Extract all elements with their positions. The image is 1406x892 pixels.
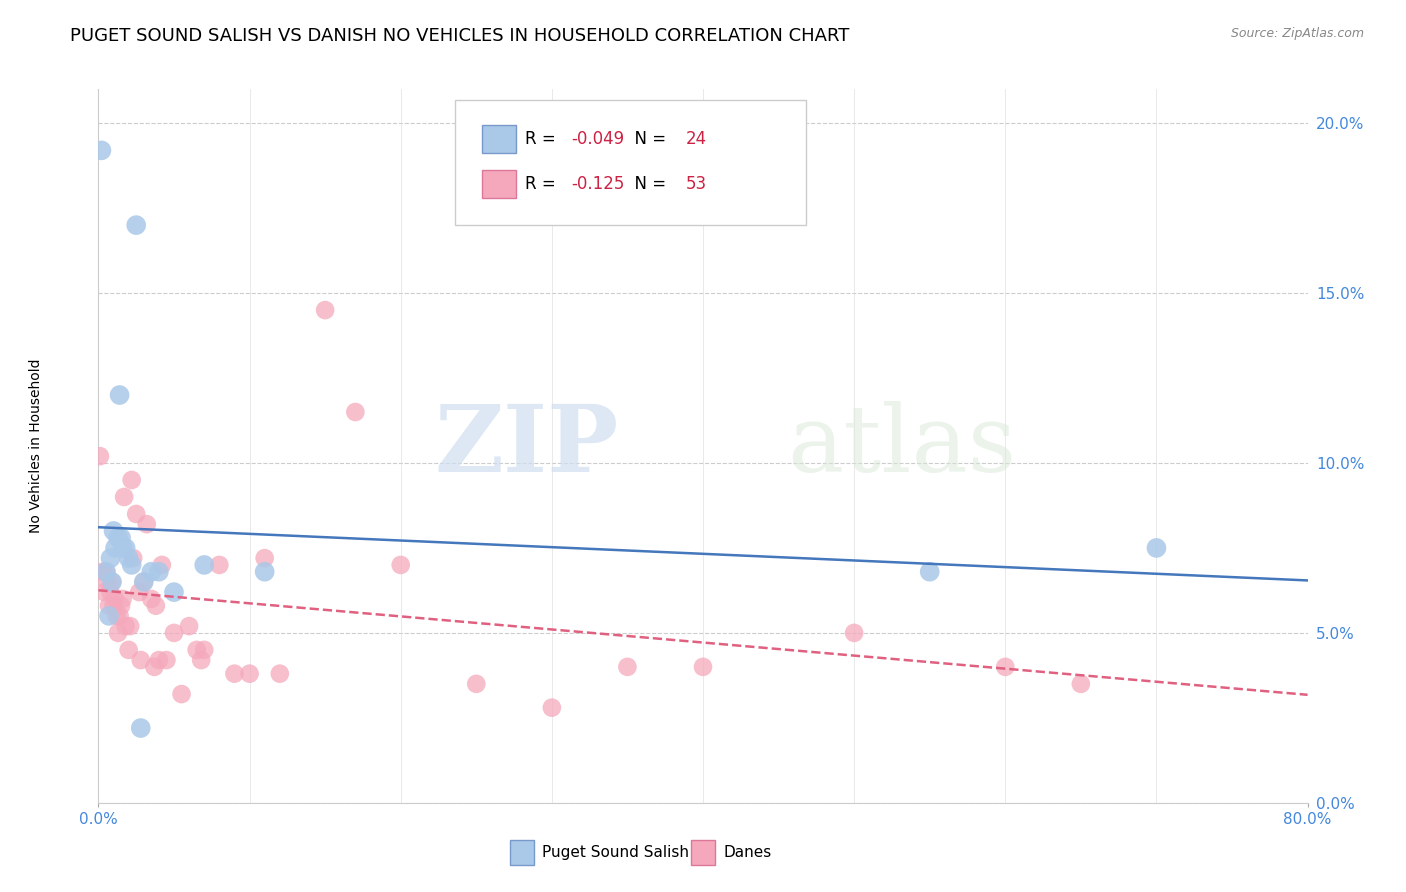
Point bbox=[111, 541, 134, 555]
Point bbox=[103, 524, 125, 538]
Point bbox=[100, 585, 122, 599]
Point bbox=[150, 558, 173, 572]
Text: Danes: Danes bbox=[724, 846, 772, 860]
Point bbox=[190, 653, 212, 667]
Point bbox=[208, 558, 231, 572]
Point bbox=[132, 574, 155, 589]
Point bbox=[105, 608, 128, 623]
Point bbox=[540, 700, 562, 714]
Point bbox=[94, 565, 117, 579]
Point bbox=[121, 473, 143, 487]
Point bbox=[125, 507, 148, 521]
Point bbox=[112, 490, 135, 504]
Point bbox=[98, 599, 121, 613]
Text: 24: 24 bbox=[686, 130, 707, 148]
Point bbox=[93, 585, 115, 599]
Point bbox=[170, 687, 193, 701]
Text: PUGET SOUND SALISH VS DANISH NO VEHICLES IN HOUSEHOLD CORRELATION CHART: PUGET SOUND SALISH VS DANISH NO VEHICLES… bbox=[70, 27, 849, 45]
Text: -0.125: -0.125 bbox=[571, 175, 624, 193]
Point bbox=[135, 517, 157, 532]
FancyBboxPatch shape bbox=[482, 169, 516, 198]
Point bbox=[89, 449, 111, 463]
Text: atlas: atlas bbox=[787, 401, 1017, 491]
Text: -0.049: -0.049 bbox=[571, 130, 624, 148]
Point bbox=[253, 565, 276, 579]
Point bbox=[1146, 541, 1168, 555]
Point bbox=[465, 677, 488, 691]
Point bbox=[110, 531, 132, 545]
Text: ZIP: ZIP bbox=[434, 401, 619, 491]
Point bbox=[101, 574, 124, 589]
Point bbox=[96, 574, 118, 589]
Point bbox=[844, 626, 866, 640]
Point bbox=[918, 565, 941, 579]
Point bbox=[253, 551, 276, 566]
Point bbox=[104, 591, 127, 606]
Text: R =: R = bbox=[526, 175, 561, 193]
Point bbox=[155, 653, 177, 667]
Point bbox=[104, 541, 127, 555]
Point bbox=[90, 144, 112, 158]
Point bbox=[103, 599, 125, 613]
Point bbox=[994, 660, 1017, 674]
Point bbox=[110, 599, 132, 613]
Point bbox=[224, 666, 246, 681]
Text: 53: 53 bbox=[686, 175, 707, 193]
Point bbox=[114, 619, 136, 633]
Point bbox=[108, 608, 131, 623]
Point bbox=[143, 660, 166, 674]
Point bbox=[616, 660, 638, 674]
Point bbox=[94, 565, 117, 579]
Point bbox=[100, 551, 122, 566]
Text: Puget Sound Salish: Puget Sound Salish bbox=[543, 846, 689, 860]
Point bbox=[145, 599, 167, 613]
Point bbox=[314, 303, 336, 318]
Point bbox=[129, 721, 152, 735]
Point bbox=[1070, 677, 1092, 691]
Point bbox=[114, 541, 136, 555]
Point bbox=[269, 666, 291, 681]
FancyBboxPatch shape bbox=[509, 840, 534, 865]
Point bbox=[179, 619, 201, 633]
Point bbox=[125, 218, 148, 232]
Point bbox=[101, 574, 124, 589]
Point bbox=[148, 653, 170, 667]
Point bbox=[129, 653, 152, 667]
Point bbox=[108, 388, 131, 402]
Point bbox=[193, 558, 215, 572]
Point bbox=[389, 558, 412, 572]
Text: R =: R = bbox=[526, 130, 561, 148]
Point bbox=[111, 591, 134, 606]
Point bbox=[118, 643, 141, 657]
Point bbox=[163, 585, 186, 599]
FancyBboxPatch shape bbox=[456, 100, 806, 225]
Text: N =: N = bbox=[624, 130, 672, 148]
Point bbox=[107, 531, 129, 545]
Point bbox=[132, 574, 155, 589]
FancyBboxPatch shape bbox=[690, 840, 716, 865]
Point bbox=[91, 565, 114, 579]
Point bbox=[148, 565, 170, 579]
Point bbox=[141, 565, 163, 579]
Text: N =: N = bbox=[624, 175, 672, 193]
Point bbox=[239, 666, 262, 681]
Point bbox=[118, 551, 141, 566]
Point bbox=[98, 608, 121, 623]
Point bbox=[141, 591, 163, 606]
Point bbox=[344, 405, 367, 419]
Y-axis label: No Vehicles in Household: No Vehicles in Household bbox=[30, 359, 42, 533]
Point bbox=[692, 660, 714, 674]
Point bbox=[128, 585, 150, 599]
Point bbox=[107, 626, 129, 640]
Point bbox=[120, 619, 142, 633]
Point bbox=[186, 643, 208, 657]
Point bbox=[193, 643, 215, 657]
Point bbox=[121, 558, 143, 572]
Point bbox=[122, 551, 145, 566]
FancyBboxPatch shape bbox=[482, 125, 516, 153]
Text: Source: ZipAtlas.com: Source: ZipAtlas.com bbox=[1230, 27, 1364, 40]
Point bbox=[163, 626, 186, 640]
